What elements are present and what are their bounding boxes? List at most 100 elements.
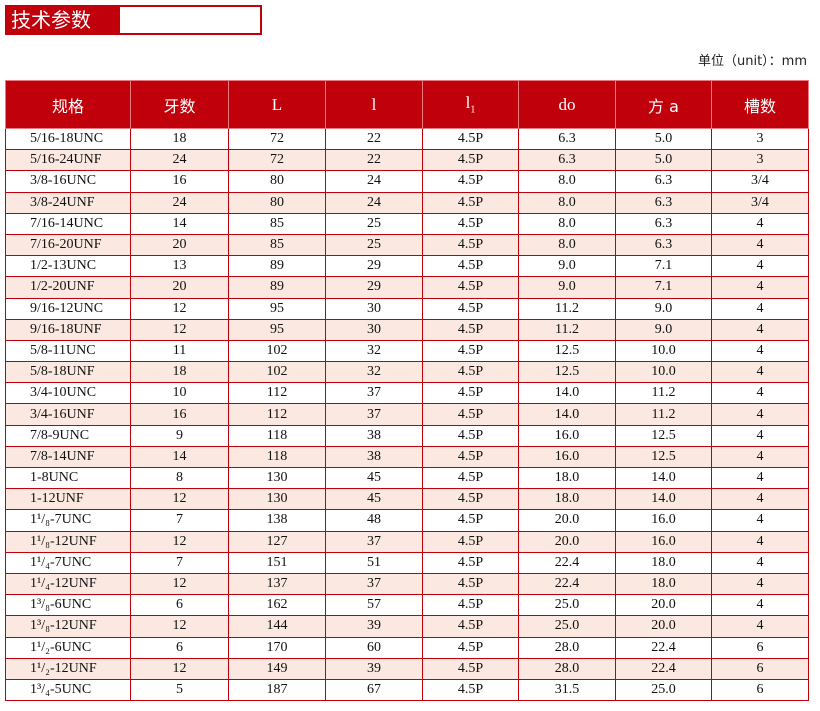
table-row: 1¹/₈-7UNC 7 138 48 4.5P 20.0 16.0 4 <box>5 509 809 532</box>
table-cell: 9 <box>130 425 229 447</box>
table-cell: 22.4 <box>518 552 616 574</box>
table-cell: 95 <box>228 319 326 341</box>
table-cell: 12 <box>130 298 229 320</box>
table-cell: 1/2-20UNF <box>5 276 131 299</box>
table-row: 3/8-24UNF 24 80 24 4.5P 8.0 6.3 3/4 <box>5 192 809 214</box>
table-cell: 37 <box>325 382 423 405</box>
table-cell: 4.5P <box>422 594 519 617</box>
table-cell: 9.0 <box>518 276 616 299</box>
column-header: 槽数 <box>711 80 809 129</box>
table-cell: 4.5P <box>422 234 519 257</box>
table-cell: 30 <box>325 298 423 320</box>
table-cell: 18.0 <box>615 552 712 574</box>
table-cell: 12 <box>130 319 229 341</box>
table-cell: 5/8-11UNC <box>5 340 131 363</box>
table-cell: 4 <box>711 467 809 490</box>
table-row: 1³/₈-12UNF 12 144 39 4.5P 25.0 20.0 4 <box>5 615 809 638</box>
table-row: 7/16-14UNC 14 85 25 4.5P 8.0 6.3 4 <box>5 213 809 235</box>
table-cell: 7 <box>130 509 229 532</box>
table-cell: 7/8-14UNF <box>5 446 131 469</box>
table-cell: 3/8-24UNF <box>5 192 131 214</box>
table-cell: 24 <box>325 170 423 193</box>
table-cell: 10.0 <box>615 361 712 384</box>
table-cell: 4 <box>711 234 809 257</box>
table-cell: 3 <box>711 128 809 151</box>
table-cell: 1¹/₂-12UNF <box>5 658 131 680</box>
table-row: 1³/₈-6UNC 6 162 57 4.5P 25.0 20.0 4 <box>5 594 809 617</box>
table-cell: 7/16-20UNF <box>5 234 131 257</box>
table-row: 5/8-11UNC 11 102 32 4.5P 12.5 10.0 4 <box>5 340 809 363</box>
table-cell: 5/16-24UNF <box>5 149 131 172</box>
table-cell: 4.5P <box>422 425 519 447</box>
table-cell: 112 <box>228 382 326 405</box>
table-cell: 16.0 <box>518 446 616 469</box>
table-cell: 60 <box>325 637 423 659</box>
table-row: 7/16-20UNF 20 85 25 4.5P 8.0 6.3 4 <box>5 234 809 257</box>
table-cell: 72 <box>228 149 326 172</box>
table-cell: 11 <box>130 340 229 363</box>
table-cell: 4 <box>711 403 809 426</box>
table-cell: 80 <box>228 170 326 193</box>
table-cell: 14.0 <box>518 382 616 405</box>
table-cell: 85 <box>228 234 326 257</box>
table-cell: 12.5 <box>615 425 712 447</box>
table-cell: 25.0 <box>615 679 712 702</box>
table-cell: 10.0 <box>615 340 712 363</box>
table-cell: 16.0 <box>518 425 616 447</box>
table-row: 1/2-13UNC 13 89 29 4.5P 9.0 7.1 4 <box>5 255 809 278</box>
table-cell: 37 <box>325 403 423 426</box>
table-cell: 13 <box>130 255 229 278</box>
table-cell: 4 <box>711 425 809 447</box>
table-cell: 12 <box>130 531 229 553</box>
table-cell: 20 <box>130 276 229 299</box>
table-cell: 11.2 <box>615 382 712 405</box>
table-cell: 1¹/₈-12UNF <box>5 531 131 553</box>
table-cell: 7/8-9UNC <box>5 425 131 447</box>
table-cell: 5.0 <box>615 128 712 151</box>
table-cell: 20.0 <box>518 509 616 532</box>
table-cell: 12.5 <box>518 340 616 363</box>
table-cell: 1-12UNF <box>5 488 131 511</box>
table-cell: 24 <box>130 192 229 214</box>
table-row: 9/16-18UNF 12 95 30 4.5P 11.2 9.0 4 <box>5 319 809 341</box>
table-cell: 20.0 <box>615 615 712 638</box>
table-cell: 130 <box>228 488 326 511</box>
table-cell: 3 <box>711 149 809 172</box>
table-row: 1³/₄-5UNC 5 187 67 4.5P 31.5 25.0 6 <box>5 679 809 702</box>
table-cell: 4.5P <box>422 509 519 532</box>
table-cell: 4 <box>711 531 809 553</box>
table-cell: 20 <box>130 234 229 257</box>
table-cell: 20.0 <box>615 594 712 617</box>
table-cell: 9/16-18UNF <box>5 319 131 341</box>
table-cell: 38 <box>325 425 423 447</box>
table-cell: 4.5P <box>422 488 519 511</box>
table-cell: 30 <box>325 319 423 341</box>
table-cell: 151 <box>228 552 326 574</box>
table-cell: 4.5P <box>422 340 519 363</box>
table-cell: 16.0 <box>615 509 712 532</box>
table-cell: 95 <box>228 298 326 320</box>
table-cell: 29 <box>325 276 423 299</box>
table-cell: 20.0 <box>518 531 616 553</box>
table-cell: 14 <box>130 213 229 235</box>
table-row: 1-12UNF 12 130 45 4.5P 18.0 14.0 4 <box>5 488 809 511</box>
table-cell: 1¹/₄-7UNC <box>5 552 131 574</box>
table-cell: 18.0 <box>518 467 616 490</box>
table-cell: 4 <box>711 488 809 511</box>
table-cell: 4 <box>711 361 809 384</box>
table-row: 5/8-18UNF 18 102 32 4.5P 12.5 10.0 4 <box>5 361 809 384</box>
table-row: 5/16-24UNF 24 72 22 4.5P 6.3 5.0 3 <box>5 149 809 172</box>
table-cell: 18.0 <box>615 573 712 596</box>
table-cell: 1¹/₈-7UNC <box>5 509 131 532</box>
table-cell: 4.5P <box>422 192 519 214</box>
table-cell: 80 <box>228 192 326 214</box>
table-cell: 14.0 <box>518 403 616 426</box>
table-row: 1¹/₄-12UNF 12 137 37 4.5P 22.4 18.0 4 <box>5 573 809 596</box>
table-cell: 38 <box>325 446 423 469</box>
table-cell: 10 <box>130 382 229 405</box>
table-cell: 4 <box>711 255 809 278</box>
table-cell: 11.2 <box>518 319 616 341</box>
table-cell: 4.5P <box>422 361 519 384</box>
table-row: 3/8-16UNC 16 80 24 4.5P 8.0 6.3 3/4 <box>5 170 809 193</box>
